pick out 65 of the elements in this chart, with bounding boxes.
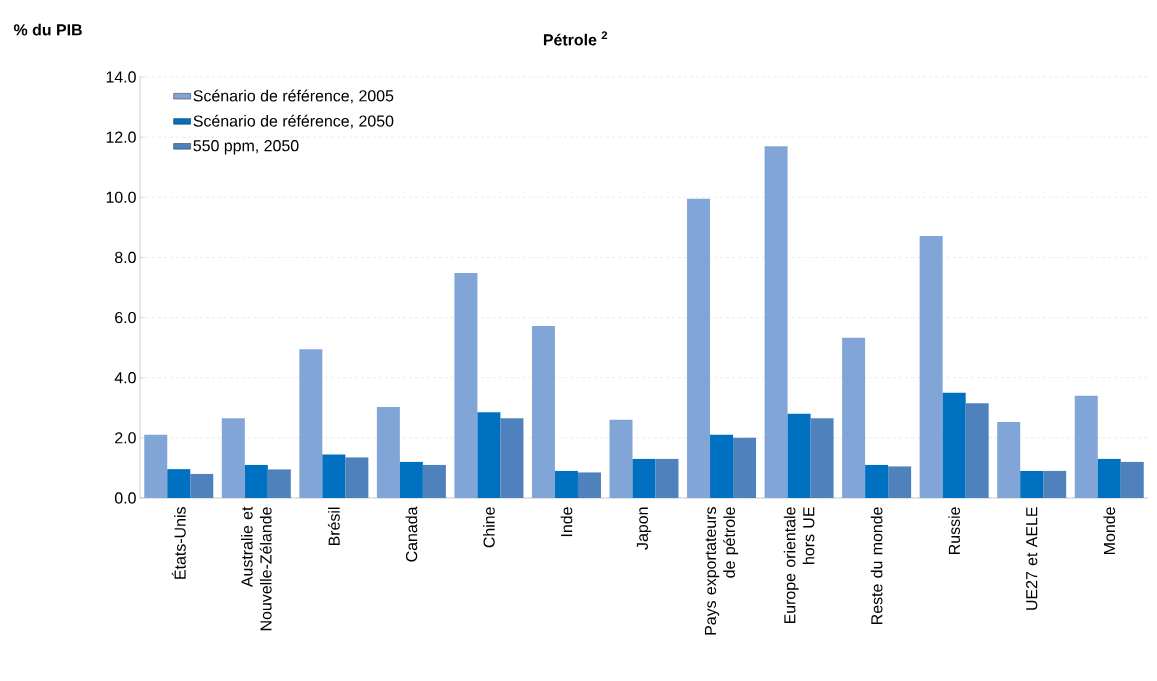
y-tick-label: 4.0	[114, 372, 136, 384]
bar	[733, 437, 757, 498]
bar	[787, 413, 811, 498]
bar	[577, 472, 601, 498]
y-tick-label: 8.0	[115, 251, 136, 264]
bar	[399, 461, 423, 498]
bar	[632, 458, 656, 498]
x-tick-label: Reste du monde	[870, 507, 883, 624]
x-tick-label: Japon	[636, 507, 652, 550]
bar	[454, 273, 478, 498]
bar	[1074, 395, 1098, 498]
bar	[919, 236, 943, 498]
bar	[322, 454, 346, 498]
bar	[942, 392, 966, 498]
x-tick-label: Brésil	[327, 507, 340, 546]
bar	[1020, 470, 1044, 498]
x-tick-label: Europe orientale hors UE	[783, 507, 815, 624]
bar	[655, 458, 679, 498]
x-tick-label: Russie	[948, 507, 961, 554]
bar	[1120, 461, 1144, 498]
bar	[244, 464, 268, 498]
bar	[422, 464, 446, 498]
x-tick-label: Chine	[483, 507, 495, 548]
bar	[609, 419, 633, 498]
bar	[810, 418, 834, 498]
bar	[190, 473, 214, 498]
bar	[345, 457, 369, 498]
bar	[376, 406, 400, 498]
bar	[687, 198, 711, 498]
bar	[267, 469, 291, 498]
y-tick-label: 2.0	[115, 432, 136, 444]
bar	[299, 349, 323, 498]
y-tick-label: 10.0	[106, 191, 136, 203]
y-tick-label: 14.0	[106, 71, 136, 83]
bar	[865, 464, 889, 498]
x-tick-label: États-Unis	[171, 507, 186, 579]
y-tick-label: 12.0	[106, 131, 136, 143]
legend-label: 550 ppm, 2050	[193, 140, 299, 155]
x-tick-label: Pays exportateurs de pétrole	[704, 507, 739, 635]
bar	[531, 325, 555, 498]
bar	[888, 466, 912, 498]
bar	[1097, 458, 1121, 498]
bar	[221, 418, 245, 498]
bar	[167, 469, 191, 498]
x-tick-label: Inde	[560, 507, 573, 537]
legend-label: Scénario de référence, 2050	[193, 114, 394, 129]
bar	[1043, 470, 1067, 498]
x-tick-label: Australie et Nouvelle-Zélande	[240, 506, 272, 631]
y-tick-label: 0.0	[114, 492, 136, 504]
bar	[764, 146, 788, 498]
bar	[500, 418, 524, 498]
y-axis-title: % du PIB	[13, 23, 82, 36]
bar	[710, 434, 734, 498]
bar	[842, 337, 866, 498]
chart-title: Pétrole $^{2}$	[543, 31, 608, 46]
x-tick-label: Canada	[405, 506, 418, 562]
x-tick-label: Monde	[1103, 507, 1116, 554]
bar	[997, 421, 1021, 498]
legend-label: Scénario de référence, 2005	[193, 89, 394, 104]
bar	[965, 403, 989, 498]
bar	[554, 470, 578, 498]
bar	[144, 434, 168, 498]
bar	[477, 412, 501, 498]
x-tick-label: UE27 et AELE	[1026, 507, 1038, 610]
y-tick-label: 6.0	[115, 311, 136, 324]
